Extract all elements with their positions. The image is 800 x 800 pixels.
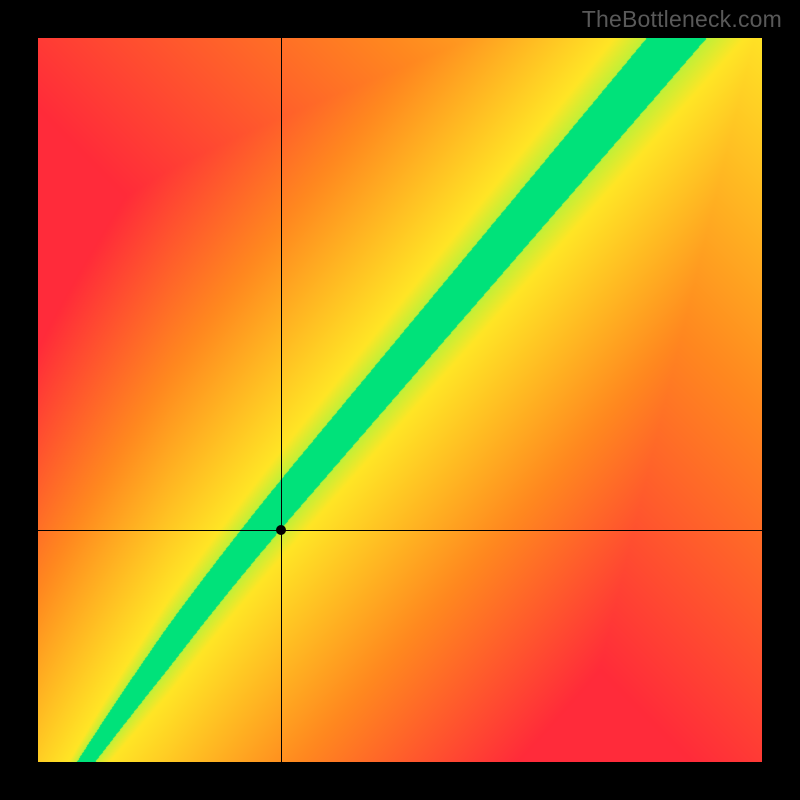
- crosshair-marker: [276, 525, 286, 535]
- plot-area: [38, 38, 762, 762]
- crosshair-vertical: [281, 38, 282, 762]
- chart-container: TheBottleneck.com: [0, 0, 800, 800]
- watermark-label: TheBottleneck.com: [582, 6, 782, 33]
- crosshair-horizontal: [38, 530, 762, 531]
- heatmap-canvas: [38, 38, 762, 762]
